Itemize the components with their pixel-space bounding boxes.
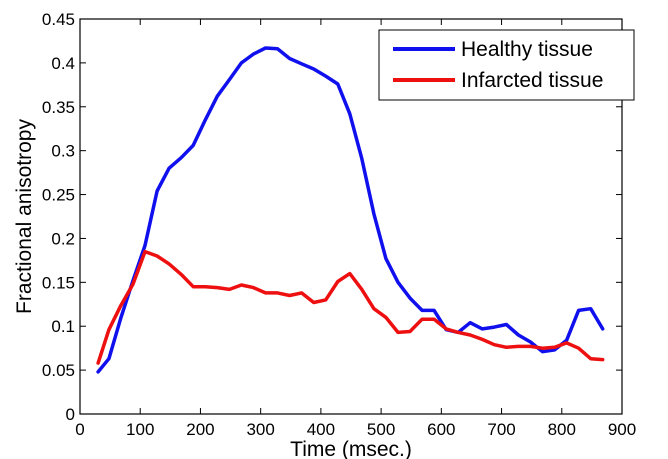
x-tick-label: 600: [427, 420, 455, 439]
y-tick-label: 0.3: [51, 142, 75, 161]
y-tick-label: 0.15: [42, 273, 75, 292]
y-tick-label: 0.2: [51, 229, 75, 248]
x-tick-label: 400: [307, 420, 335, 439]
x-tick-label: 900: [608, 420, 636, 439]
legend-label-healthy-tissue: Healthy tissue: [461, 38, 593, 61]
legend-label-infarcted-tissue: Infarcted tissue: [461, 69, 603, 92]
x-axis-label: Time (msec.): [290, 438, 412, 459]
x-tick-label: 500: [367, 420, 395, 439]
plot-frame: [79, 18, 623, 415]
y-tick-label: 0.45: [42, 10, 75, 29]
y-tick-label: 0.35: [42, 98, 75, 117]
plot-lines: [96, 46, 605, 374]
x-axis-ticks: 0 100 200 300 400 500 600 700 800 900: [75, 19, 636, 439]
y-tick-label: 0.25: [42, 186, 75, 205]
y-tick-label: 0.4: [51, 54, 75, 73]
y-tick-label: 0.05: [42, 361, 75, 380]
legend: Healthy tissue Infarcted tissue: [378, 29, 635, 101]
series-line-infarcted-tissue: [96, 249, 605, 365]
x-tick-label: 300: [246, 420, 274, 439]
y-axis-ticks: 0 0.05 0.1 0.15 0.2 0.25 0.3 0.35 0.4 0.45: [42, 10, 622, 424]
legend-box: [378, 29, 635, 101]
y-axis-label: Fractional anisotropy: [13, 119, 36, 314]
series-line-healthy-tissue: [96, 46, 605, 374]
x-tick-label: 200: [186, 420, 214, 439]
x-tick-label: 100: [126, 420, 154, 439]
x-tick-label: 700: [487, 420, 515, 439]
x-tick-label: 0: [75, 420, 84, 439]
y-tick-label: 0.1: [51, 317, 75, 336]
x-tick-label: 800: [548, 420, 576, 439]
y-tick-label: 0: [66, 405, 75, 424]
